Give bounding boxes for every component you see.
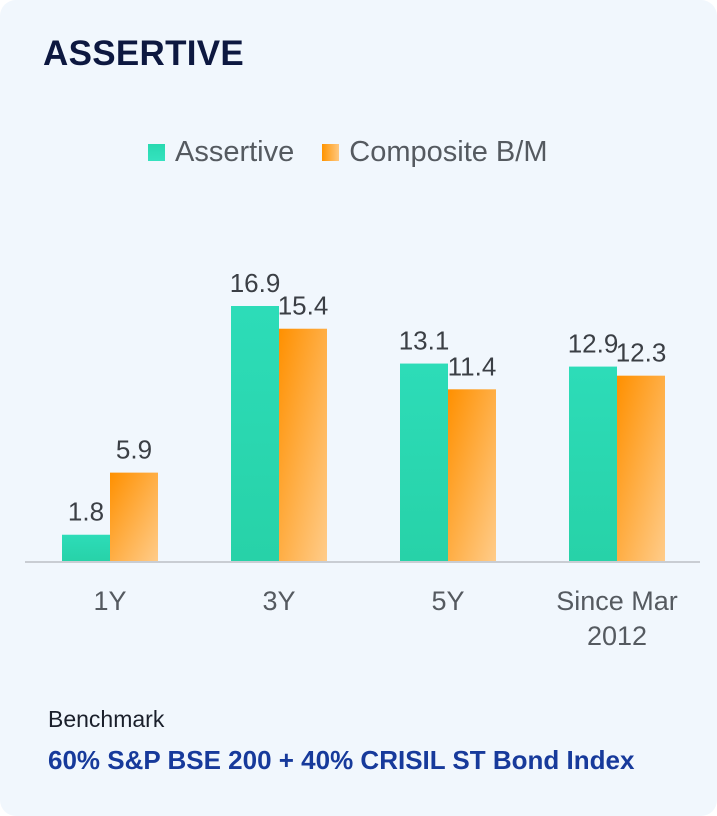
benchmark-label: Benchmark: [48, 706, 165, 732]
benchmark-value: 60% S&P BSE 200 + 40% CRISIL ST Bond Ind…: [48, 745, 635, 775]
bar-composite-0: [110, 472, 158, 562]
x-tick-label-1-0: 3Y: [262, 586, 295, 616]
labels-layer: 1.8 5.9 1Y 16.915.4 3Y 13.111.4 5Y 12.912.3 Sinc…: [68, 268, 678, 651]
bar-composite-3: [617, 375, 665, 562]
legend-item-composite: Composite B/M: [322, 136, 548, 169]
data-label-composite-3: 12.3: [616, 338, 667, 368]
bar-assertive-2: [400, 363, 448, 562]
data-label-composite-1: 15.4: [278, 291, 329, 321]
bar-assertive-1: [231, 306, 279, 562]
data-label-assertive-1: 16.9: [230, 268, 281, 298]
bar-composite-2: [448, 389, 496, 562]
data-label-composite-0: 5.9: [116, 435, 152, 465]
data-label-composite-2: 11.4: [448, 351, 497, 381]
x-tick-label-3-0: Since Mar: [556, 586, 678, 616]
bar-composite-1: [279, 328, 327, 562]
data-label-assertive-0: 1.8: [68, 497, 104, 527]
data-label-assertive-3: 12.9: [568, 329, 619, 359]
bar-assertive-0: [62, 534, 110, 562]
legend-label-composite: Composite B/M: [349, 136, 548, 168]
legend-item-assertive: Assertive: [148, 136, 294, 169]
x-tick-label-2-0: 5Y: [431, 586, 464, 616]
x-tick-label-3-1: 2012: [587, 621, 647, 651]
returns-bar-chart: 1.8 5.9 1Y 16.915.4 3Y 13.111.4 5Y 12.912.3 Sinc…: [25, 268, 700, 651]
bar-assertive-3: [569, 366, 617, 562]
legend-label-assertive: Assertive: [175, 136, 295, 168]
bars-layer: [62, 306, 665, 562]
fund-title: ASSERTIVE: [43, 34, 245, 73]
legend-swatch-composite: [322, 144, 340, 161]
x-tick-label-0-0: 1Y: [93, 586, 126, 616]
legend-swatch-assertive: [148, 144, 165, 161]
data-label-assertive-2: 13.1: [399, 326, 450, 356]
chart-legend: Assertive Composite B/M: [148, 136, 548, 169]
